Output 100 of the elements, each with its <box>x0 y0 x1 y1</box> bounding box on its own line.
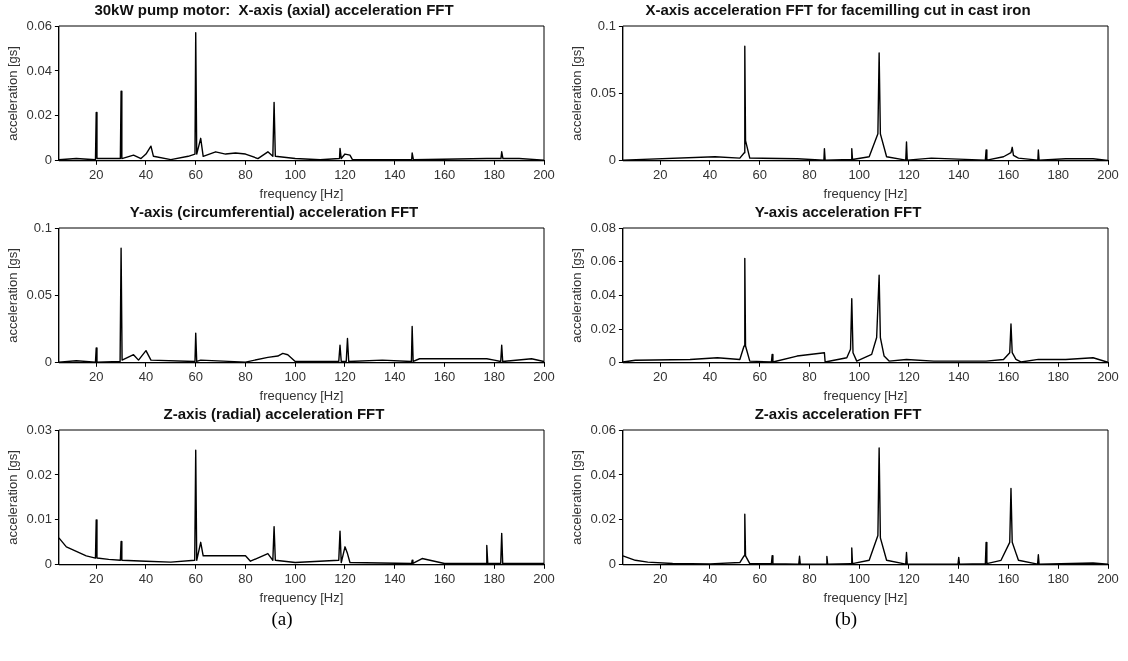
y-tick-label: 0.05 <box>590 84 616 100</box>
x-tick-label: 180 <box>483 369 506 385</box>
x-tick-label: 20 <box>88 571 104 587</box>
x-tick-label: 100 <box>848 167 871 183</box>
x-tick-label: 80 <box>238 571 253 587</box>
x-tick-label: 160 <box>997 571 1020 587</box>
x-tick-label: 140 <box>383 571 406 587</box>
y-tick-label: 0 <box>608 152 616 168</box>
y-tick-label: 0.08 <box>590 219 616 235</box>
y-tick-label: 0.1 <box>597 17 616 33</box>
x-tick-label: 40 <box>702 369 718 385</box>
y-tick-label: 0.06 <box>590 253 616 269</box>
y-axis-title: acceleration [gs] <box>5 46 21 141</box>
x-tick-label: 120 <box>334 369 356 385</box>
x-tick-label: 100 <box>284 571 307 587</box>
y-tick-label: 0.06 <box>26 17 52 33</box>
chart-title: Z-axis acceleration FFT <box>754 405 922 423</box>
x-tick-label: 140 <box>947 369 970 385</box>
y-tick-label: 0.02 <box>590 511 616 527</box>
x-tick-label: 200 <box>533 571 555 587</box>
x-tick-label: 20 <box>652 571 668 587</box>
x-tick-label: 140 <box>383 167 406 183</box>
x-tick-label: 120 <box>898 167 920 183</box>
chart-title: 30kW pump motor: X-axis (axial) acceleration FFT <box>94 1 454 19</box>
x-tick-label: 20 <box>652 369 668 385</box>
y-axis-title: acceleration [gs] <box>5 450 21 545</box>
x-axis-title: frequency [Hz] <box>823 185 908 201</box>
y-tick-label: 0.02 <box>26 466 52 482</box>
x-tick-label: 200 <box>1097 571 1119 587</box>
x-tick-label: 160 <box>433 167 456 183</box>
chart-title: X-axis acceleration FFT for facemilling cut in cast iron <box>645 1 1031 19</box>
x-tick-label: 200 <box>533 369 555 385</box>
x-tick-label: 60 <box>188 571 203 587</box>
x-axis-title: frequency [Hz] <box>259 589 344 605</box>
y-tick-label: 0.1 <box>33 219 52 235</box>
x-tick-label: 180 <box>1047 369 1070 385</box>
x-tick-label: 100 <box>284 167 307 183</box>
y-tick-label: 0.02 <box>590 320 616 336</box>
x-tick-label: 120 <box>898 369 920 385</box>
x-axis-title: frequency [Hz] <box>823 387 908 403</box>
x-tick-label: 200 <box>1097 369 1119 385</box>
chart-title: Y-axis acceleration FFT <box>754 203 922 221</box>
x-tick-label: 80 <box>802 167 817 183</box>
x-tick-label: 40 <box>138 571 154 587</box>
y-tick-label: 0.04 <box>590 286 616 302</box>
x-tick-label: 160 <box>433 369 456 385</box>
x-tick-label: 200 <box>533 167 555 183</box>
x-tick-label: 160 <box>997 167 1020 183</box>
y-tick-label: 0.04 <box>26 62 52 78</box>
x-tick-label: 140 <box>383 369 406 385</box>
y-tick-label: 0 <box>608 354 616 370</box>
y-tick-label: 0.05 <box>26 286 52 302</box>
x-tick-label: 80 <box>802 571 817 587</box>
x-axis-title: frequency [Hz] <box>823 589 908 605</box>
x-tick-label: 20 <box>652 167 668 183</box>
x-tick-label: 180 <box>483 167 506 183</box>
x-tick-label: 200 <box>1097 167 1119 183</box>
x-tick-label: 60 <box>188 167 203 183</box>
y-tick-label: 0 <box>44 556 52 572</box>
y-axis-title: acceleration [gs] <box>569 248 585 343</box>
y-axis-title: acceleration [gs] <box>5 248 21 343</box>
x-tick-label: 180 <box>1047 167 1070 183</box>
y-tick-label: 0.04 <box>590 466 616 482</box>
x-tick-label: 60 <box>752 167 767 183</box>
x-tick-label: 160 <box>997 369 1020 385</box>
x-tick-label: 100 <box>284 369 307 385</box>
x-tick-label: 100 <box>848 571 871 587</box>
x-tick-label: 60 <box>752 369 767 385</box>
chart-title: Z-axis (radial) acceleration FFT <box>163 405 385 423</box>
x-tick-label: 60 <box>752 571 767 587</box>
x-tick-label: 60 <box>188 369 203 385</box>
y-tick-label: 0 <box>608 556 616 572</box>
chart-title: Y-axis (circumferential) acceleration FFT <box>129 203 419 221</box>
x-tick-label: 180 <box>483 571 506 587</box>
x-tick-label: 40 <box>138 369 154 385</box>
y-axis-title: acceleration [gs] <box>569 450 585 545</box>
x-tick-label: 180 <box>1047 571 1070 587</box>
x-tick-label: 40 <box>138 167 154 183</box>
x-tick-label: 80 <box>802 369 817 385</box>
x-tick-label: 120 <box>898 571 920 587</box>
y-tick-label: 0.06 <box>590 421 616 437</box>
x-tick-label: 120 <box>334 167 356 183</box>
x-tick-label: 80 <box>238 167 253 183</box>
x-tick-label: 160 <box>433 571 456 587</box>
y-axis-title: acceleration [gs] <box>569 46 585 141</box>
x-tick-label: 40 <box>702 571 718 587</box>
y-tick-label: 0 <box>44 152 52 168</box>
x-axis-title: frequency [Hz] <box>259 185 344 201</box>
x-tick-label: 20 <box>88 167 104 183</box>
text: (b) <box>833 607 859 631</box>
y-tick-label: 0.02 <box>26 107 52 123</box>
x-tick-label: 140 <box>947 167 970 183</box>
y-tick-label: 0 <box>44 354 52 370</box>
text: (a) <box>270 607 294 631</box>
x-tick-label: 20 <box>88 369 104 385</box>
x-tick-label: 100 <box>848 369 871 385</box>
y-tick-label: 0.03 <box>26 421 52 437</box>
x-tick-label: 140 <box>947 571 970 587</box>
x-tick-label: 120 <box>334 571 356 587</box>
x-tick-label: 80 <box>238 369 253 385</box>
